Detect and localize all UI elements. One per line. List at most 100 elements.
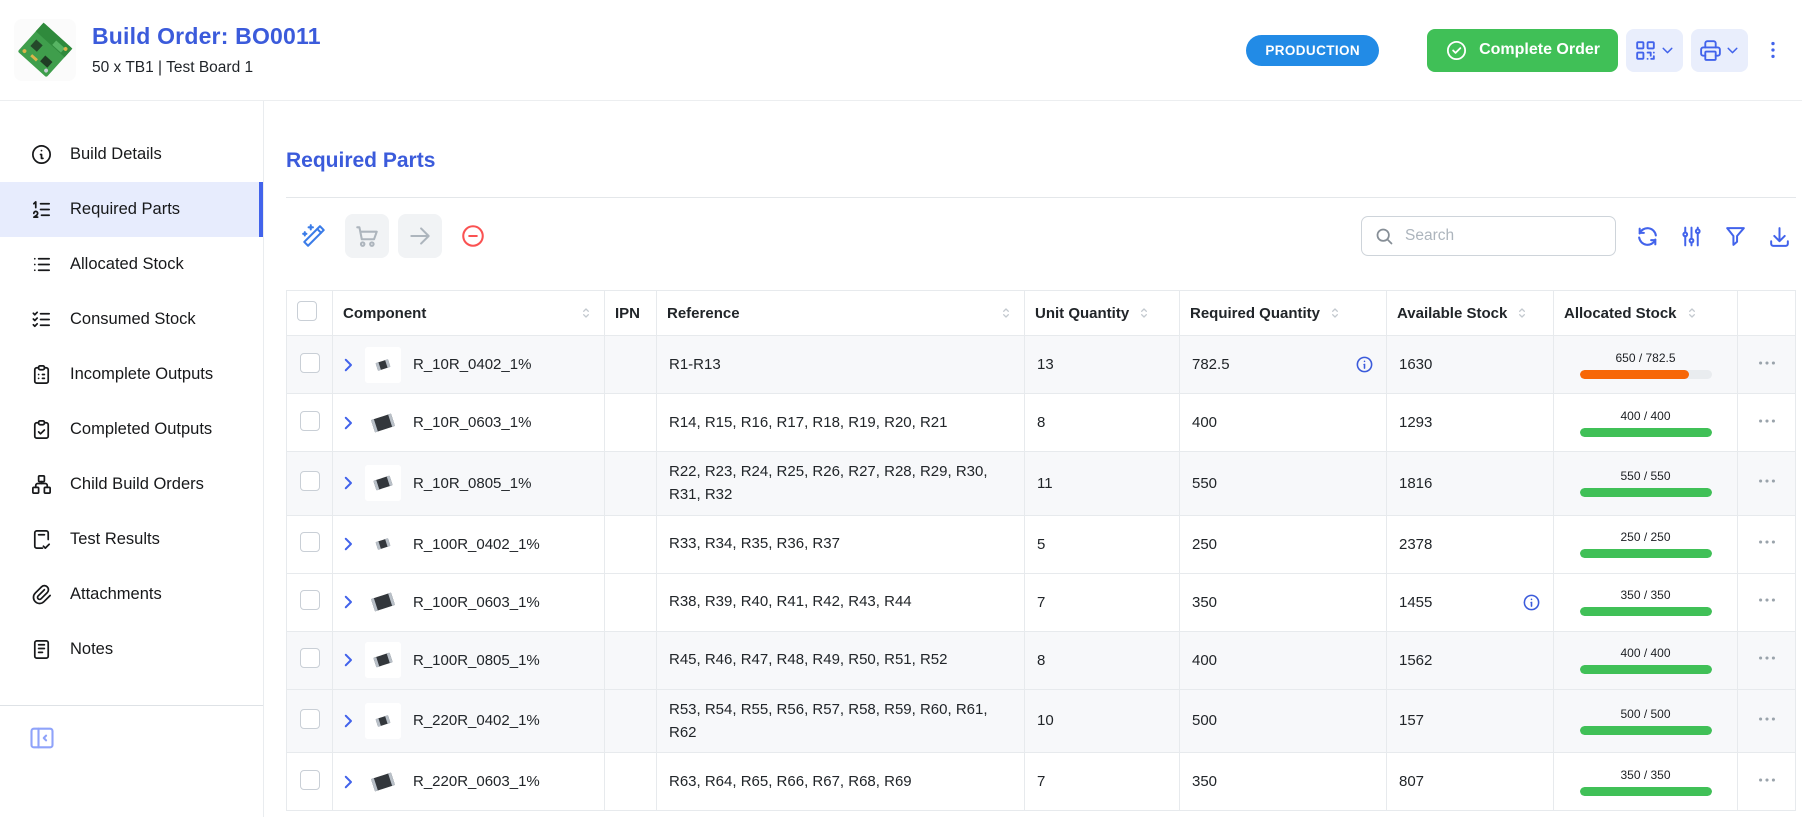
sidebar-item-attachments[interactable]: Attachments [0, 567, 263, 622]
sidebar-collapse-button[interactable] [28, 722, 60, 754]
row-actions-button[interactable] [1756, 589, 1778, 611]
dots-horizontal-icon [1756, 352, 1778, 374]
sidebar-item-completed-outputs[interactable]: Completed Outputs [0, 402, 263, 457]
required-quantity-cell: 400 [1179, 393, 1387, 452]
column-header-reference[interactable]: Reference [656, 290, 1025, 336]
allocation-progress-label: 350 / 350 [1620, 767, 1671, 782]
row-checkbox[interactable] [299, 352, 320, 373]
sidebar-item-notes[interactable]: Notes [0, 622, 263, 677]
print-actions-button[interactable] [1691, 28, 1748, 72]
column-header-unit[interactable]: Unit Quantity [1024, 290, 1180, 336]
sidebar-item-label: Test Results [70, 530, 160, 548]
chevron-right-icon[interactable] [339, 474, 357, 492]
column-header-component[interactable]: Component [332, 290, 605, 336]
chevron-right-icon[interactable] [339, 414, 357, 432]
available-stock-cell: 1455 [1386, 572, 1554, 632]
component-name[interactable]: R_10R_0402_1% [413, 356, 532, 373]
allocation-progress-fill [1579, 786, 1712, 796]
available-stock-cell: 1630 [1386, 335, 1554, 394]
sidebar-item-build-details[interactable]: Build Details [0, 127, 263, 182]
row-actions-cell [1737, 752, 1796, 811]
table-row: R_220R_0603_1% R63, R64, R65, R66, R67, R… [286, 752, 1796, 811]
component-name[interactable]: R_220R_0402_1% [413, 712, 540, 730]
chevron-down-icon [1724, 42, 1741, 59]
row-checkbox[interactable] [299, 471, 320, 492]
minus-circle-button[interactable] [451, 214, 495, 258]
adjustments-button[interactable] [1679, 224, 1704, 249]
chevron-right-icon[interactable] [339, 712, 357, 730]
available-stock-value: 157 [1399, 712, 1425, 730]
allocated-stock-cell: 400 / 400 [1553, 630, 1738, 690]
refresh-button[interactable] [1635, 224, 1660, 249]
row-actions-button[interactable] [1756, 352, 1778, 374]
allocated-stock-cell: 400 / 400 [1553, 393, 1738, 452]
row-actions-button[interactable] [1756, 769, 1778, 791]
component-name[interactable]: R_220R_0603_1% [413, 773, 540, 790]
unit-quantity-cell: 5 [1024, 514, 1180, 574]
component-name[interactable]: R_100R_0805_1% [413, 651, 540, 669]
required-quantity-value: 400 [1192, 651, 1218, 669]
complete-order-button[interactable]: Complete Order [1427, 28, 1618, 72]
info-circle-icon[interactable] [1522, 593, 1541, 612]
column-header-required[interactable]: Required Quantity [1179, 290, 1387, 336]
wand-button[interactable] [292, 214, 336, 258]
unit-quantity-cell: 13 [1024, 335, 1180, 394]
row-checkbox[interactable] [299, 410, 320, 431]
row-actions-button[interactable] [1756, 708, 1778, 730]
ipn-cell [604, 451, 657, 516]
available-stock-cell: 2378 [1386, 514, 1554, 574]
component-name[interactable]: R_100R_0402_1% [413, 535, 540, 553]
component-name[interactable]: R_10R_0805_1% [413, 474, 532, 492]
sidebar-item-label: Completed Outputs [70, 420, 213, 438]
sidebar-item-required-parts[interactable]: Required Parts [0, 182, 263, 237]
table-row: R_100R_0402_1% R33, R34, R35, R36, R37 5 25… [286, 514, 1796, 574]
clipboard-check-icon [30, 418, 53, 441]
row-checkbox[interactable] [299, 532, 320, 552]
sidebar-item-consumed-stock[interactable]: Consumed Stock [0, 292, 263, 347]
filter-button[interactable] [1723, 224, 1748, 249]
search-input[interactable] [1405, 227, 1603, 245]
reference-cell: R45, R46, R47, R48, R49, R50, R51, R52 [656, 630, 1025, 690]
ipn-cell [604, 688, 657, 753]
chevron-right-icon[interactable] [339, 535, 357, 553]
row-select-cell [286, 752, 333, 811]
chevron-right-icon[interactable] [339, 773, 357, 791]
row-actions-button[interactable] [1756, 410, 1778, 432]
row-actions-button[interactable] [1756, 470, 1778, 492]
allocation-progress-fill [1579, 725, 1712, 735]
resistor-0402-thumbnail [365, 702, 401, 739]
pcb-image [14, 19, 76, 81]
component-name[interactable]: R_10R_0603_1% [413, 414, 532, 431]
sidebar-item-allocated-stock[interactable]: Allocated Stock [0, 237, 263, 292]
row-checkbox[interactable] [299, 648, 320, 668]
row-checkbox[interactable] [299, 590, 320, 610]
sort-selector-icon [1136, 305, 1152, 321]
download-button[interactable] [1767, 224, 1792, 249]
select-all-checkbox[interactable] [297, 301, 317, 321]
allocation-progress-bar [1579, 725, 1712, 735]
barcode-actions-button[interactable] [1626, 28, 1683, 72]
available-stock-cell: 157 [1386, 688, 1554, 753]
row-actions-button[interactable] [1756, 531, 1778, 553]
page-subtitle: 50 x TB1 | Test Board 1 [92, 59, 254, 76]
sidebar-item-child-build-orders[interactable]: Child Build Orders [0, 457, 263, 512]
component-name[interactable]: R_100R_0603_1% [413, 593, 540, 611]
order-menu-button[interactable] [1762, 39, 1784, 61]
chevron-right-icon[interactable] [339, 593, 357, 611]
allocated-stock-cell: 650 / 782.5 [1553, 335, 1738, 394]
column-header-allocated[interactable]: Allocated Stock [1553, 290, 1738, 336]
table-row: R_100R_0805_1% R45, R46, R47, R48, R49, R… [286, 630, 1796, 690]
column-header-available[interactable]: Available Stock [1386, 290, 1554, 336]
row-checkbox[interactable] [299, 769, 320, 790]
column-header-label: Required Quantity [1190, 304, 1321, 322]
chevron-right-icon[interactable] [339, 651, 357, 669]
resistor-0603-thumbnail [365, 763, 401, 800]
sidebar-item-incomplete-outputs[interactable]: Incomplete Outputs [0, 347, 263, 402]
row-actions-button[interactable] [1756, 647, 1778, 669]
section-heading: Required Parts [286, 149, 436, 172]
info-circle-icon[interactable] [1355, 355, 1374, 374]
sidebar-item-test-results[interactable]: Test Results [0, 512, 263, 567]
row-checkbox[interactable] [299, 708, 320, 729]
column-header-ipn[interactable]: IPN [604, 290, 657, 336]
chevron-right-icon[interactable] [339, 356, 357, 374]
